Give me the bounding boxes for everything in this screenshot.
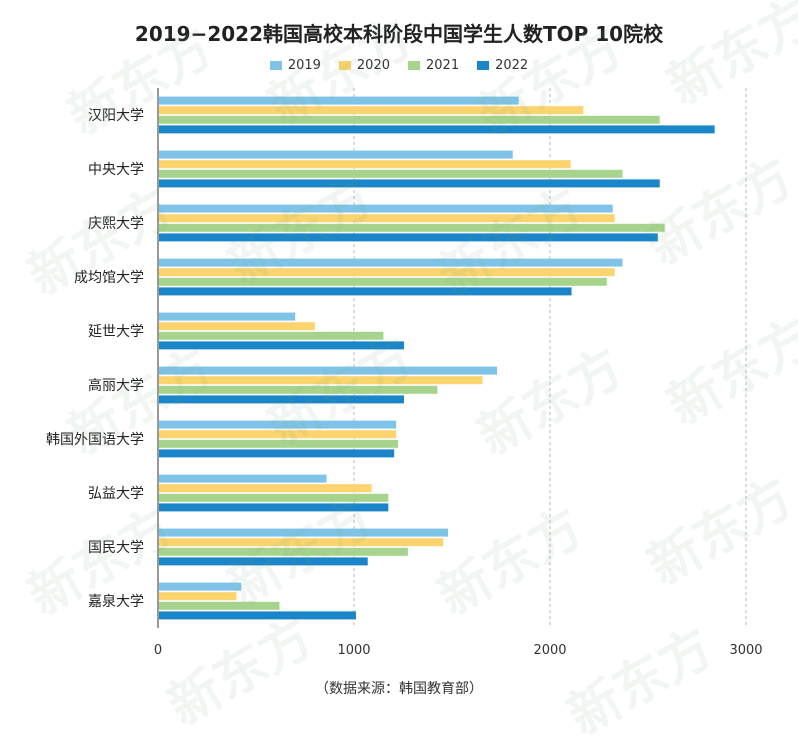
legend-label: 2021: [426, 58, 460, 73]
bar-2019: [159, 366, 498, 375]
legend-item-2021: 2021: [408, 58, 459, 73]
category-label: 高丽大学: [88, 377, 144, 394]
bar-2019: [159, 150, 513, 159]
legend-item-2022: 2022: [477, 58, 528, 73]
bar-2022: [159, 449, 395, 458]
category-label: 汉阳大学: [88, 108, 144, 124]
bar-2022: [159, 341, 404, 350]
bar-2022: [159, 125, 715, 134]
category-label: 国民大学: [88, 540, 144, 556]
bar-2019: [159, 204, 613, 213]
bar-2019: [159, 420, 397, 429]
legend-label: 2022: [495, 58, 529, 73]
bar-2020: [159, 160, 571, 169]
bar-2019: [159, 582, 242, 591]
bar-2020: [159, 106, 584, 115]
x-tick-label: 3000: [729, 643, 762, 658]
data-source-note: （数据来源：韩国教育部）: [315, 681, 483, 697]
category-label: 韩国外国语大学: [46, 432, 144, 448]
legend-label: 2019: [287, 58, 321, 73]
bar-2019: [159, 258, 623, 267]
category-label: 弘益大学: [88, 486, 144, 502]
chart-title: 2019−2022韩国高校本科阶段中国学生人数TOP 10院校: [134, 22, 664, 46]
bar-2022: [159, 557, 368, 566]
category-label: 嘉泉大学: [88, 593, 144, 610]
bar-2021: [159, 601, 280, 610]
bar-2020: [159, 322, 315, 331]
bar-2019: [159, 528, 449, 537]
bar-2020: [159, 430, 397, 439]
bar-2022: [159, 287, 572, 296]
category-label: 成均馆大学: [74, 270, 144, 286]
category-label: 庆熙大学: [88, 216, 144, 232]
bar-2021: [159, 385, 438, 394]
category-label: 延世大学: [88, 324, 144, 340]
bar-2021: [159, 277, 607, 286]
legend-swatch: [477, 61, 490, 70]
bar-2021: [159, 439, 399, 448]
bar-2019: [159, 474, 327, 483]
bar-2021: [159, 331, 384, 340]
bar-2021: [159, 223, 665, 232]
category-label: 中央大学: [88, 162, 144, 178]
x-tick-label: 0: [154, 643, 162, 658]
bar-2020: [159, 376, 483, 385]
bar-2022: [159, 179, 660, 188]
bar-2021: [159, 547, 408, 556]
bar-2019: [159, 96, 519, 105]
bar-2020: [159, 538, 444, 547]
bar-chart: 0 1000 2000 3000 汉阳大学中央大学庆熙大学成均馆大学延世大学高丽大学韩国…: [46, 88, 763, 658]
bar-2022: [159, 503, 389, 512]
x-tick-label: 2000: [533, 643, 566, 658]
bar-2020: [159, 214, 615, 223]
legend-item-2020: 2020: [338, 58, 390, 73]
bar-2019: [159, 312, 296, 321]
bar-2022: [159, 395, 404, 404]
bar-2021: [159, 493, 389, 502]
bar-2020: [159, 592, 237, 601]
legend-swatch: [338, 61, 351, 70]
bar-2022: [159, 233, 658, 242]
legend-swatch: [408, 61, 420, 70]
bar-2022: [159, 611, 356, 620]
legend-item-2019: 2019: [269, 58, 321, 73]
chart-legend: 2019 2020 2021 2022: [0, 58, 798, 73]
bar-2020: [159, 484, 372, 493]
bar-2021: [159, 115, 660, 124]
bar-2021: [159, 169, 623, 178]
legend-label: 2020: [356, 58, 390, 73]
bar-2020: [159, 268, 615, 277]
x-tick-label: 1000: [337, 643, 370, 658]
legend-swatch: [269, 61, 282, 70]
